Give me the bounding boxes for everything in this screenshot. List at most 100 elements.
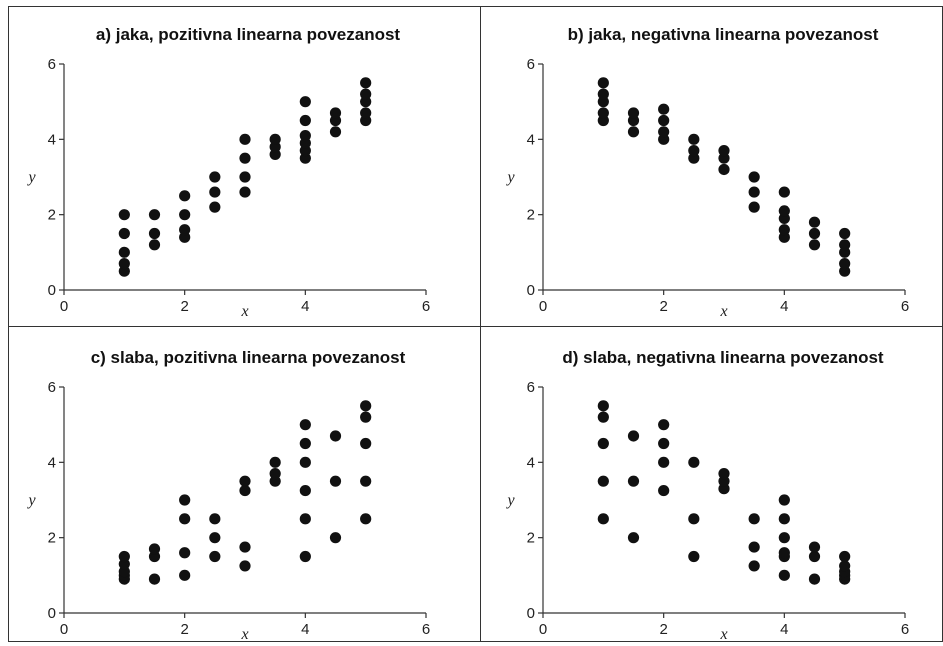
y-axis-label: y [26,492,36,509]
data-point [239,133,251,145]
data-point [597,411,609,423]
data-point [627,126,640,138]
y-tick-label: 2 [48,530,56,547]
data-point [118,227,130,240]
chart-title: c) slaba, pozitivna linearna povezanost [91,348,406,367]
data-point [688,513,700,525]
data-point [748,513,760,525]
data-point [329,107,342,119]
panel-c-weak-positive: c) slaba, pozitivna linearna povezanost 0… [0,323,471,646]
data-point [627,532,640,544]
data-point [299,484,311,497]
data-point [148,209,161,221]
data-point [778,186,790,198]
data-point [778,569,790,581]
data-point [778,224,790,236]
data-point [299,513,311,525]
y-tick-label: 0 [48,605,56,622]
x-axis-label: x [240,626,248,643]
y-tick-label: 2 [48,207,56,224]
data-point [299,114,311,127]
scatter-chart: d) slaba, negativna linearna povezanost 0… [505,348,909,643]
data-point [209,186,221,198]
data-point [148,227,161,240]
scatter-chart: c) slaba, pozitivna linearna povezanost 0… [26,348,430,643]
data-point [209,550,221,563]
data-point [299,437,311,450]
data-point [658,437,670,450]
x-axis-label: x [719,626,727,643]
data-point [118,550,130,563]
data-point [808,216,821,228]
data-point [179,224,191,236]
data-point [239,171,251,183]
data-point [597,88,609,100]
data-point [179,190,191,202]
data-point [778,532,790,544]
y-tick-label: 4 [48,454,56,471]
data-point [808,573,821,585]
y-tick-label: 6 [48,56,56,73]
data-point [688,133,700,145]
data-point [269,468,281,480]
x-tick-label: 6 [422,298,430,315]
data-point [360,411,372,423]
data-point [360,88,372,100]
y-tick-label: 4 [48,131,56,148]
data-point [688,145,700,157]
data-point [778,513,790,525]
data-point [839,239,851,251]
data-point [209,201,221,213]
data-point [718,163,730,176]
scatter-chart: a) jaka, pozitivna linearna povezanost 0 2… [26,25,430,320]
x-tick-label: 0 [60,298,68,315]
data-point [299,550,311,563]
data-point [239,541,251,553]
x-tick-label: 6 [901,298,909,315]
y-tick-label: 4 [527,454,535,471]
data-point [209,513,221,525]
y-tick-label: 6 [527,56,535,73]
data-point [597,107,609,119]
y-axis-label: y [505,492,515,509]
data-point [360,437,372,450]
x-axis-label: x [719,303,727,320]
y-axis-label: y [26,169,36,186]
data-point [627,107,640,119]
x-tick-label: 2 [659,298,667,315]
chart-title: a) jaka, pozitivna linearna povezanost [96,25,401,44]
data-point [658,419,670,431]
data-point [179,494,191,506]
panel-d-weak-negative: d) slaba, negativna linearna povezanost 0… [471,323,942,646]
scatter-chart: b) jaka, negativna linearna povezanost 0 2… [505,25,909,320]
x-tick-label: 2 [180,621,188,638]
data-point [299,456,311,468]
data-point [658,456,670,468]
chart-title: b) jaka, negativna linearna povezanost [568,25,879,44]
data-point [627,475,640,487]
y-tick-label: 0 [527,605,535,622]
data-point [597,437,609,450]
y-tick-label: 4 [527,131,535,148]
x-axis-label: x [240,303,248,320]
data-point [299,129,311,142]
data-point [778,494,790,506]
data-point [839,560,851,572]
data-point [597,475,609,487]
data-point [748,560,760,572]
data-point [597,513,609,525]
data-point [239,186,251,198]
data-point [148,543,161,555]
data-point [148,573,161,585]
data-point [360,400,372,412]
data-point [239,152,251,164]
y-tick-label: 6 [48,379,56,396]
data-point [718,468,730,480]
data-point [360,107,372,119]
data-point [179,513,191,525]
data-point [329,475,342,487]
data-point [209,532,221,544]
chart-title: d) slaba, negativna linearna povezanost [562,348,884,367]
data-point [688,550,700,563]
data-point [239,484,251,497]
